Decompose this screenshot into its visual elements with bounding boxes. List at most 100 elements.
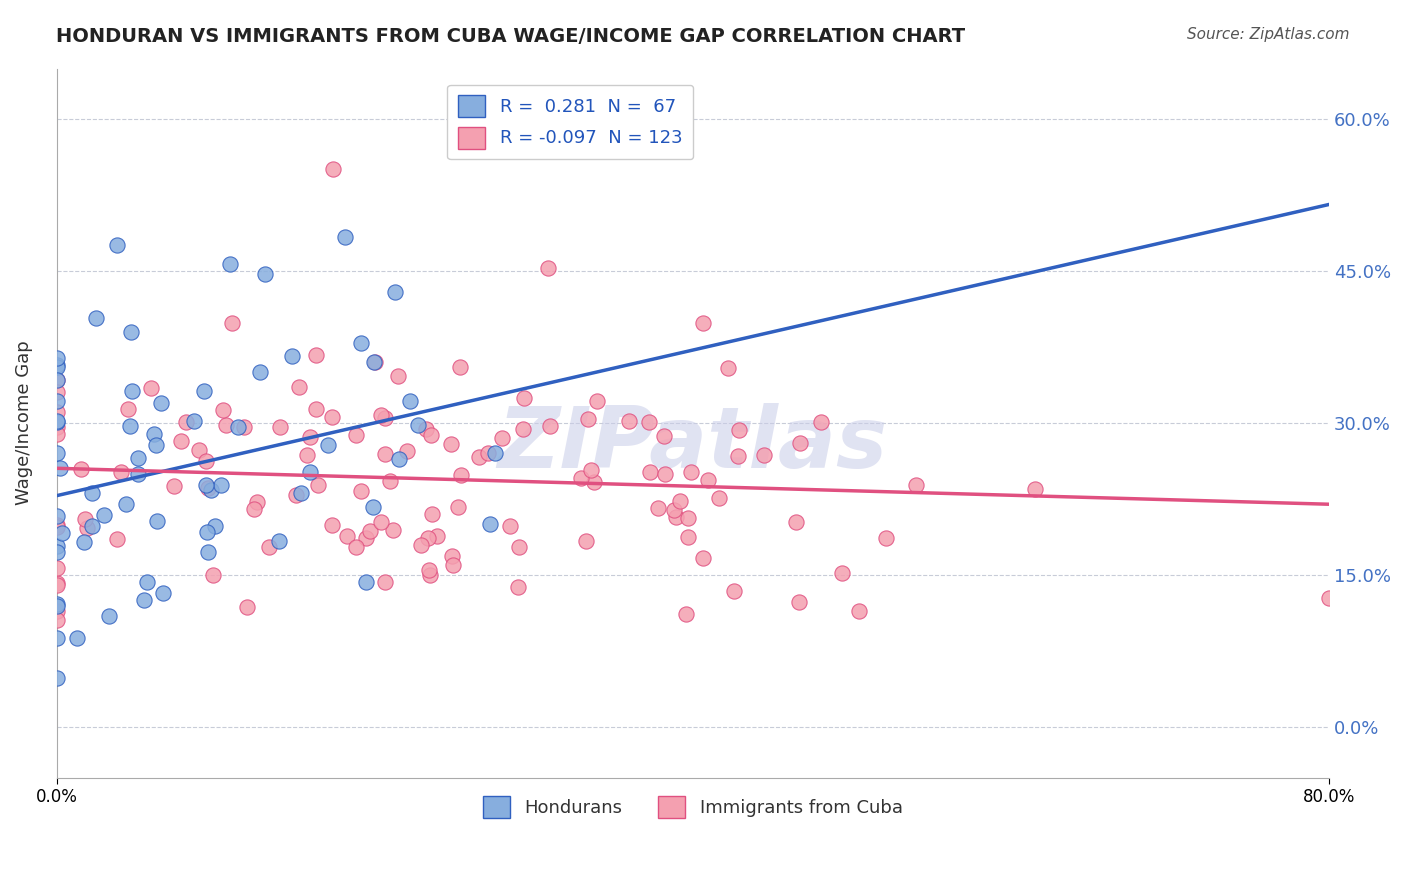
Point	[45, 599, 67, 614]
Point	[449, 359, 471, 374]
Point	[415, 422, 437, 436]
Point	[183, 414, 205, 428]
Point	[388, 452, 411, 467]
Point	[678, 510, 700, 524]
Point	[45, 578, 67, 592]
Point	[84, 311, 107, 326]
Point	[785, 516, 807, 530]
Point	[382, 523, 405, 537]
Point	[418, 563, 440, 577]
Point	[80, 518, 103, 533]
Point	[236, 599, 259, 614]
Point	[576, 412, 599, 426]
Point	[638, 415, 661, 429]
Point	[654, 467, 676, 481]
Point	[146, 514, 169, 528]
Point	[45, 358, 67, 372]
Point	[681, 465, 703, 479]
Point	[195, 478, 218, 492]
Point	[45, 385, 67, 400]
Point	[98, 608, 121, 623]
Point	[305, 348, 328, 362]
Point	[420, 507, 443, 521]
Point	[195, 524, 218, 539]
Point	[419, 428, 441, 442]
Point	[676, 530, 699, 544]
Point	[692, 317, 714, 331]
Point	[652, 429, 675, 443]
Point	[226, 420, 249, 434]
Point	[73, 512, 96, 526]
Point	[512, 421, 534, 435]
Point	[508, 540, 530, 554]
Text: Source: ZipAtlas.com: Source: ZipAtlas.com	[1187, 27, 1350, 42]
Point	[491, 431, 513, 445]
Point	[752, 449, 775, 463]
Point	[51, 525, 73, 540]
Point	[727, 423, 749, 437]
Point	[141, 382, 163, 396]
Point	[202, 567, 225, 582]
Point	[344, 540, 367, 554]
Point	[45, 520, 67, 534]
Point	[145, 438, 167, 452]
Point	[45, 671, 67, 685]
Point	[45, 373, 67, 387]
Point	[45, 373, 67, 387]
Point	[290, 486, 312, 500]
Point	[875, 531, 897, 545]
Point	[163, 479, 186, 493]
Point	[45, 598, 67, 612]
Point	[662, 503, 685, 517]
Point	[170, 434, 193, 449]
Point	[287, 380, 309, 394]
Point	[93, 508, 115, 522]
Point	[692, 551, 714, 566]
Point	[727, 449, 749, 463]
Point	[374, 446, 396, 460]
Point	[537, 260, 560, 275]
Point	[233, 420, 256, 434]
Y-axis label: Wage/Income Gap: Wage/Income Gap	[15, 341, 32, 506]
Point	[307, 478, 329, 492]
Text: ZIPatlas: ZIPatlas	[498, 403, 889, 486]
Point	[117, 401, 139, 416]
Point	[426, 529, 449, 543]
Point	[354, 575, 377, 590]
Point	[200, 483, 222, 498]
Point	[45, 604, 67, 618]
Point	[194, 453, 217, 467]
Point	[831, 566, 853, 580]
Point	[617, 414, 640, 428]
Point	[717, 361, 740, 376]
Point	[267, 533, 290, 548]
Point	[322, 161, 344, 176]
Point	[640, 465, 662, 479]
Point	[204, 518, 226, 533]
Point	[269, 420, 291, 434]
Point	[45, 613, 67, 627]
Point	[82, 486, 104, 500]
Point	[789, 435, 811, 450]
Point	[105, 237, 128, 252]
Point	[441, 558, 464, 572]
Point	[45, 545, 67, 559]
Point	[45, 393, 67, 408]
Point	[419, 568, 441, 582]
Point	[114, 497, 136, 511]
Point	[579, 463, 602, 477]
Point	[118, 418, 141, 433]
Point	[478, 516, 501, 531]
Point	[585, 393, 607, 408]
Point	[45, 539, 67, 553]
Point	[174, 415, 197, 429]
Point	[697, 473, 720, 487]
Point	[374, 411, 396, 425]
Point	[538, 418, 561, 433]
Point	[409, 538, 432, 552]
Point	[219, 257, 242, 271]
Point	[187, 443, 209, 458]
Point	[105, 532, 128, 546]
Point	[321, 410, 343, 425]
Point	[848, 604, 870, 618]
